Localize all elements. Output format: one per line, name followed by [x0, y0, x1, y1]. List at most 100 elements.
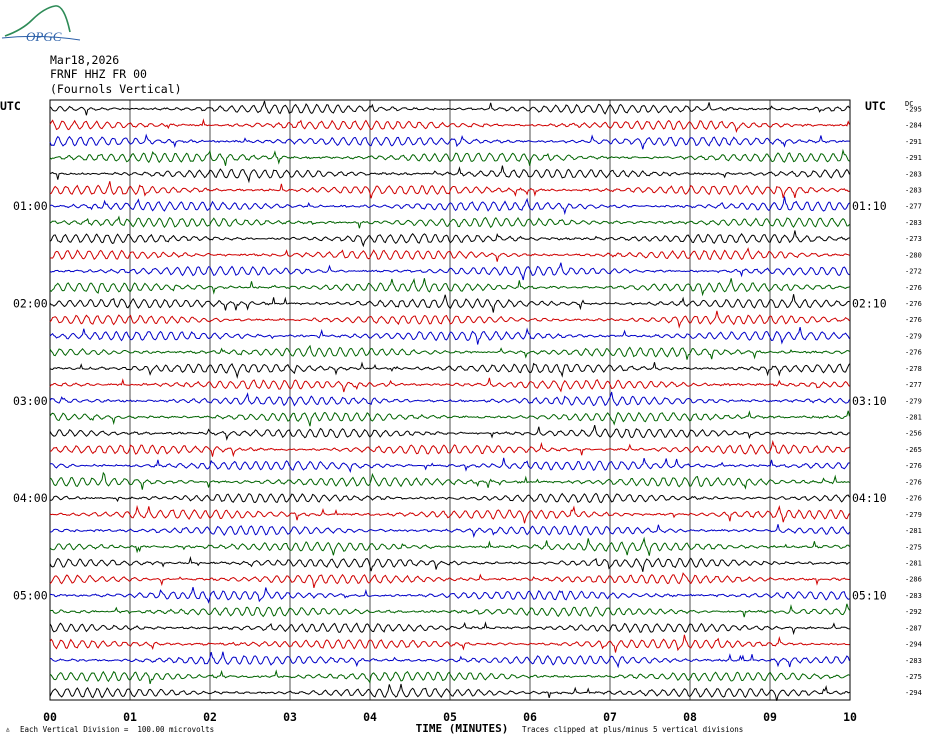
x-tick-label: 04: [363, 710, 377, 724]
seismic-trace: [49, 634, 850, 653]
seismic-trace: [49, 230, 850, 248]
x-tick-label: 08: [683, 710, 697, 724]
seismic-trace: [49, 181, 850, 199]
dc-offset-label: -286: [905, 576, 922, 584]
x-tick-label: 02: [203, 710, 217, 724]
dc-offset-label: -275: [905, 673, 922, 681]
dc-offset-label: -281: [905, 527, 922, 535]
dc-offset-label: -295: [905, 105, 922, 113]
hour-label-right: 03:10: [852, 394, 887, 408]
dc-offset-label: -291: [905, 138, 922, 146]
dc-title: DC: [905, 100, 913, 108]
seismic-trace: [49, 361, 850, 379]
clip-note: Traces clipped at plus/minus 5 vertical …: [522, 725, 744, 734]
seismic-trace: [49, 439, 850, 458]
seismic-trace: [49, 344, 850, 360]
seismic-trace: [49, 310, 850, 329]
dc-offset-label: -294: [905, 689, 922, 697]
logo-text: OPGC: [26, 29, 62, 44]
scale-note: Each Vertical Division = 100.00 microvol…: [20, 725, 215, 734]
description-label: (Fournols Vertical): [50, 82, 182, 96]
seismic-trace: [49, 133, 850, 150]
seismic-trace: [49, 118, 850, 133]
seismic-trace: [49, 165, 850, 184]
seismic-trace: [49, 621, 850, 636]
seismic-trace: [49, 262, 850, 281]
seismic-trace: [49, 524, 850, 539]
dc-offset-label: -276: [905, 284, 922, 292]
seismic-trace: [49, 215, 850, 229]
seismic-trace: [49, 683, 850, 701]
dc-offset-label: -256: [905, 430, 922, 438]
hour-label-left: 01:00: [13, 199, 48, 213]
dc-offset-label: -283: [905, 657, 922, 665]
logo-mark-small: ◬: [6, 726, 10, 733]
seismic-trace: [49, 536, 850, 556]
x-tick-label: 07: [603, 710, 617, 724]
dc-offset-label: -283: [905, 187, 922, 195]
dc-offset-label: -279: [905, 332, 922, 340]
seismic-trace: [49, 326, 850, 345]
dc-offset-label: -292: [905, 608, 922, 616]
hour-label-left: 03:00: [13, 394, 48, 408]
seismic-trace: [49, 424, 850, 441]
logo-mountain: [4, 5, 71, 37]
dc-offset-label: -278: [905, 365, 922, 373]
dc-offset-label: -276: [905, 300, 922, 308]
utc-left-title: UTC: [0, 99, 21, 113]
dc-offset-label: -276: [905, 462, 922, 470]
dc-offset-label: -265: [905, 446, 922, 454]
dc-offset-label: -276: [905, 478, 922, 486]
logo-baseline: [1, 35, 81, 41]
trace-group: [49, 100, 850, 701]
seismic-trace: [49, 247, 850, 262]
axis-labels: -295 -284 -291 -291 -283 -283 -277 -283 -273 -280…: [0, 99, 922, 735]
x-tick-label: 10: [843, 710, 857, 724]
seismic-trace: [49, 603, 850, 618]
x-tick-label: 09: [763, 710, 777, 724]
dc-offset-label: -275: [905, 543, 922, 551]
x-axis-title: TIME (MINUTES): [416, 722, 509, 735]
hour-label-right: 05:10: [852, 588, 887, 602]
dc-offset-label: -276: [905, 316, 922, 324]
seismic-trace: [49, 471, 850, 490]
seismic-trace: [49, 277, 850, 297]
utc-right-title: UTC: [865, 99, 886, 113]
hour-label-left: 04:00: [13, 491, 48, 505]
dc-offset-label: -280: [905, 251, 922, 259]
hour-label-right: 04:10: [852, 491, 887, 505]
seismic-trace: [49, 492, 850, 504]
dc-offset-label: -284: [905, 122, 922, 130]
seismic-trace: [49, 457, 850, 474]
dc-offset-label: -281: [905, 559, 922, 567]
station-label: FRNF HHZ FR 00: [50, 67, 147, 81]
dc-offset-label: -279: [905, 511, 922, 519]
date-label: Mar18,2026: [50, 53, 120, 67]
logo: OPGC: [1, 5, 81, 44]
dc-offset-label: -277: [905, 381, 922, 389]
dc-offset-label: -281: [905, 414, 922, 422]
seismic-trace: [49, 651, 850, 669]
seismic-trace: [49, 377, 850, 393]
seismic-trace: [49, 391, 850, 407]
dc-offset-label: -273: [905, 235, 922, 243]
hour-label-left: 05:00: [13, 588, 48, 602]
hour-label-right: 02:10: [852, 297, 887, 311]
dc-offset-label: -294: [905, 641, 922, 649]
seismic-trace: [49, 586, 850, 604]
dc-offset-label: -277: [905, 203, 922, 211]
x-tick-label: 01: [123, 710, 137, 724]
seismic-trace: [49, 294, 850, 313]
hour-label-right: 01:10: [852, 199, 887, 213]
dc-offset-label: -283: [905, 219, 922, 227]
seismic-trace: [49, 148, 850, 166]
seismic-trace: [49, 100, 850, 116]
dc-offset-label: -279: [905, 397, 922, 405]
dc-offset-label: -276: [905, 495, 922, 503]
seismic-trace: [49, 196, 850, 216]
seismic-trace: [49, 410, 850, 427]
dc-offset-label: -291: [905, 154, 922, 162]
x-tick-label: 06: [523, 710, 537, 724]
dc-offset-label: -272: [905, 268, 922, 276]
